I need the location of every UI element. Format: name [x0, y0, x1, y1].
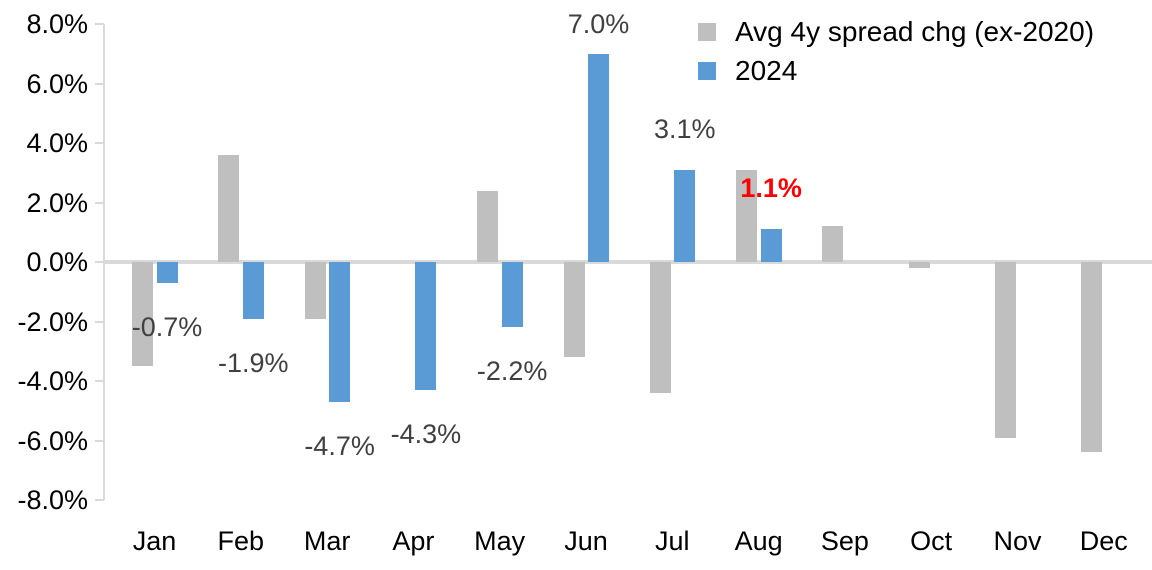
x-category-label: Aug: [734, 526, 783, 556]
y-axis-tick-label: -6.0%: [17, 425, 88, 456]
y-axis-tick-label: -8.0%: [17, 485, 88, 515]
y-axis-tick-label: -2.0%: [17, 306, 88, 337]
bar-avg4y-sep: [822, 226, 844, 262]
y-axis-tick-label: 2.0%: [26, 187, 88, 218]
data-label-mar: -4.7%: [304, 430, 375, 461]
bar-2024-aug: [760, 229, 782, 262]
x-category-label: Jul: [655, 526, 690, 556]
y-tick: [95, 82, 104, 85]
bar-avg4y-aug: [736, 169, 758, 262]
y-axis-tick-label: 6.0%: [26, 68, 88, 99]
x-category-label: Feb: [217, 526, 265, 556]
legend-swatch-avg-icon: [698, 22, 716, 41]
data-label-jun: 7.0%: [567, 9, 630, 39]
y-tick: [95, 142, 104, 144]
data-label-apr: -4.3%: [390, 418, 462, 449]
bar-avg4y-mar: [304, 262, 326, 319]
y-axis-tick-label: -4.0%: [17, 366, 88, 396]
legend-label-2024: 2024: [735, 54, 798, 86]
legend-entry-2024: 2024: [698, 51, 1152, 90]
bar-2024-feb: [242, 262, 264, 319]
x-category-label: Apr: [392, 526, 435, 556]
y-tick: [95, 499, 104, 501]
bar-2024-jun: [588, 53, 609, 262]
bar-2024-mar: [329, 262, 351, 402]
data-label-feb: -1.9%: [218, 347, 289, 378]
bar-avg4y-oct: [908, 262, 930, 268]
x-category-label: Dec: [1079, 526, 1128, 556]
y-tick: [95, 380, 104, 382]
legend-label-avg: Avg 4y spread chg (ex-2020): [735, 15, 1095, 47]
x-category-label: May: [474, 526, 526, 556]
bar-avg4y-nov: [995, 262, 1016, 438]
x-category-label: Jun: [564, 526, 608, 556]
legend-entry-avg: Avg 4y spread chg (ex-2020): [698, 12, 1152, 51]
bar-2024-jan: [156, 262, 178, 283]
bar-2024-jul: [674, 169, 696, 262]
y-axis-tick-label: 0.0%: [26, 247, 88, 277]
bar-avg4y-jan: [132, 262, 153, 367]
data-label-jul: 3.1%: [654, 113, 716, 144]
data-label-jan: -0.7%: [131, 311, 203, 342]
legend: Avg 4y spread chg (ex-2020) 2024: [698, 12, 1152, 90]
y-axis-tick-label: 4.0%: [26, 128, 88, 158]
bar-2024-apr: [415, 262, 437, 390]
y-tick: [95, 439, 104, 442]
bar-avg4y-feb: [218, 154, 240, 262]
x-category-label: Sep: [820, 526, 869, 556]
x-category-label: Jan: [132, 526, 177, 556]
x-category-label: Oct: [910, 526, 953, 556]
bar-2024-may: [501, 262, 523, 328]
x-category-label: Mar: [303, 526, 351, 556]
bar-avg4y-jul: [649, 262, 671, 393]
x-category-label: Nov: [993, 526, 1042, 556]
bar-avg4y-may: [477, 190, 499, 262]
y-tick: [95, 261, 104, 263]
bar-avg4y-dec: [1081, 262, 1103, 453]
zero-baseline: [104, 260, 1152, 264]
legend-swatch-2024-icon: [698, 61, 716, 80]
data-label-may: -2.2%: [476, 356, 548, 387]
bar-avg4y-jun: [563, 262, 585, 358]
y-tick: [95, 23, 104, 25]
data-label-aug: 1.1%: [740, 173, 802, 204]
y-tick: [95, 201, 104, 204]
y-axis-tick-label: 8.0%: [26, 9, 88, 39]
y-tick: [95, 320, 104, 323]
